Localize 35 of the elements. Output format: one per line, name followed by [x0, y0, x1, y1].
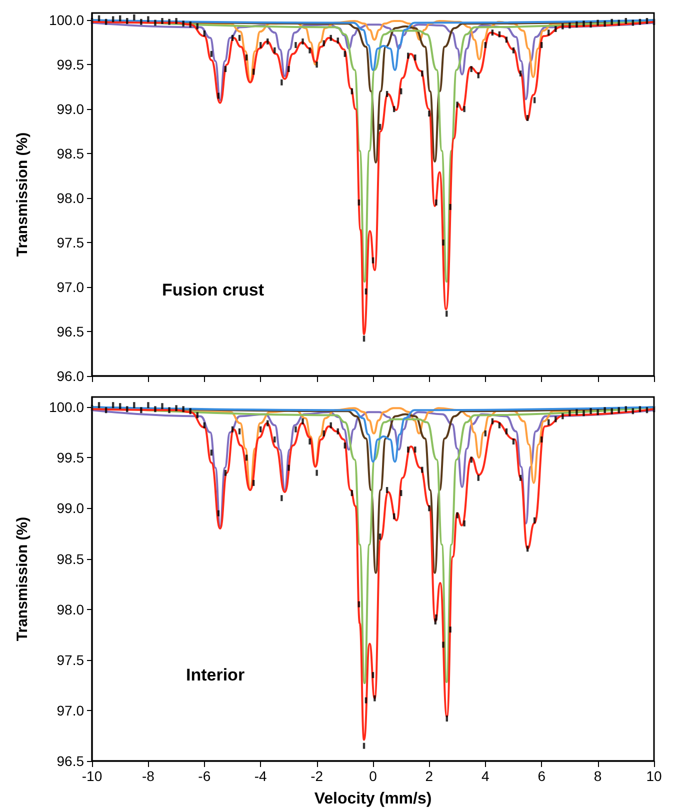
line-series	[91, 406, 655, 463]
x-axis-title: Velocity (mm/s)	[314, 790, 432, 808]
y-tick-label: 100.0	[48, 12, 84, 28]
y-tick-label: 99.5	[56, 450, 84, 466]
x-tick-label: -6	[198, 768, 211, 784]
annotation: Interior	[186, 665, 245, 684]
x-tick-label: 4	[482, 768, 490, 784]
y-tick-label: 97.0	[56, 702, 84, 718]
x-tick-label: 6	[538, 768, 546, 784]
y-tick-label: 97.0	[56, 279, 84, 296]
y-axis-title: Transmission (%)	[14, 516, 31, 642]
y-tick-label: 97.5	[56, 234, 84, 251]
y-tick-label: 99.0	[56, 500, 84, 516]
y-tick-label: 97.5	[56, 652, 84, 668]
y-tick-label: 100.0	[48, 399, 84, 416]
annotation: Fusion crust	[162, 280, 264, 300]
x-tick-label: 10	[646, 768, 662, 784]
x-tick-label: 2	[425, 768, 434, 784]
y-tick-label: 98.5	[56, 146, 84, 162]
x-tick-label: 0	[369, 768, 378, 784]
y-axis-title: Transmission (%)	[14, 132, 31, 257]
x-tick-label: -4	[254, 768, 268, 784]
y-tick-label: 96.0	[56, 368, 84, 384]
y-tick-label: 99.0	[56, 101, 84, 118]
x-tick-label: -10	[82, 768, 102, 784]
y-tick-label: 96.5	[56, 324, 84, 340]
x-tick-label: -2	[310, 768, 324, 784]
y-tick-label: 99.5	[56, 56, 84, 73]
x-tick-label: 8	[594, 768, 602, 784]
y-tick-label: 98.0	[56, 601, 84, 618]
line-series	[91, 19, 655, 71]
x-tick-label: -8	[142, 768, 155, 784]
y-tick-label: 96.5	[56, 753, 84, 769]
y-tick-label: 98.0	[56, 190, 84, 206]
y-tick-label: 98.5	[56, 550, 84, 567]
